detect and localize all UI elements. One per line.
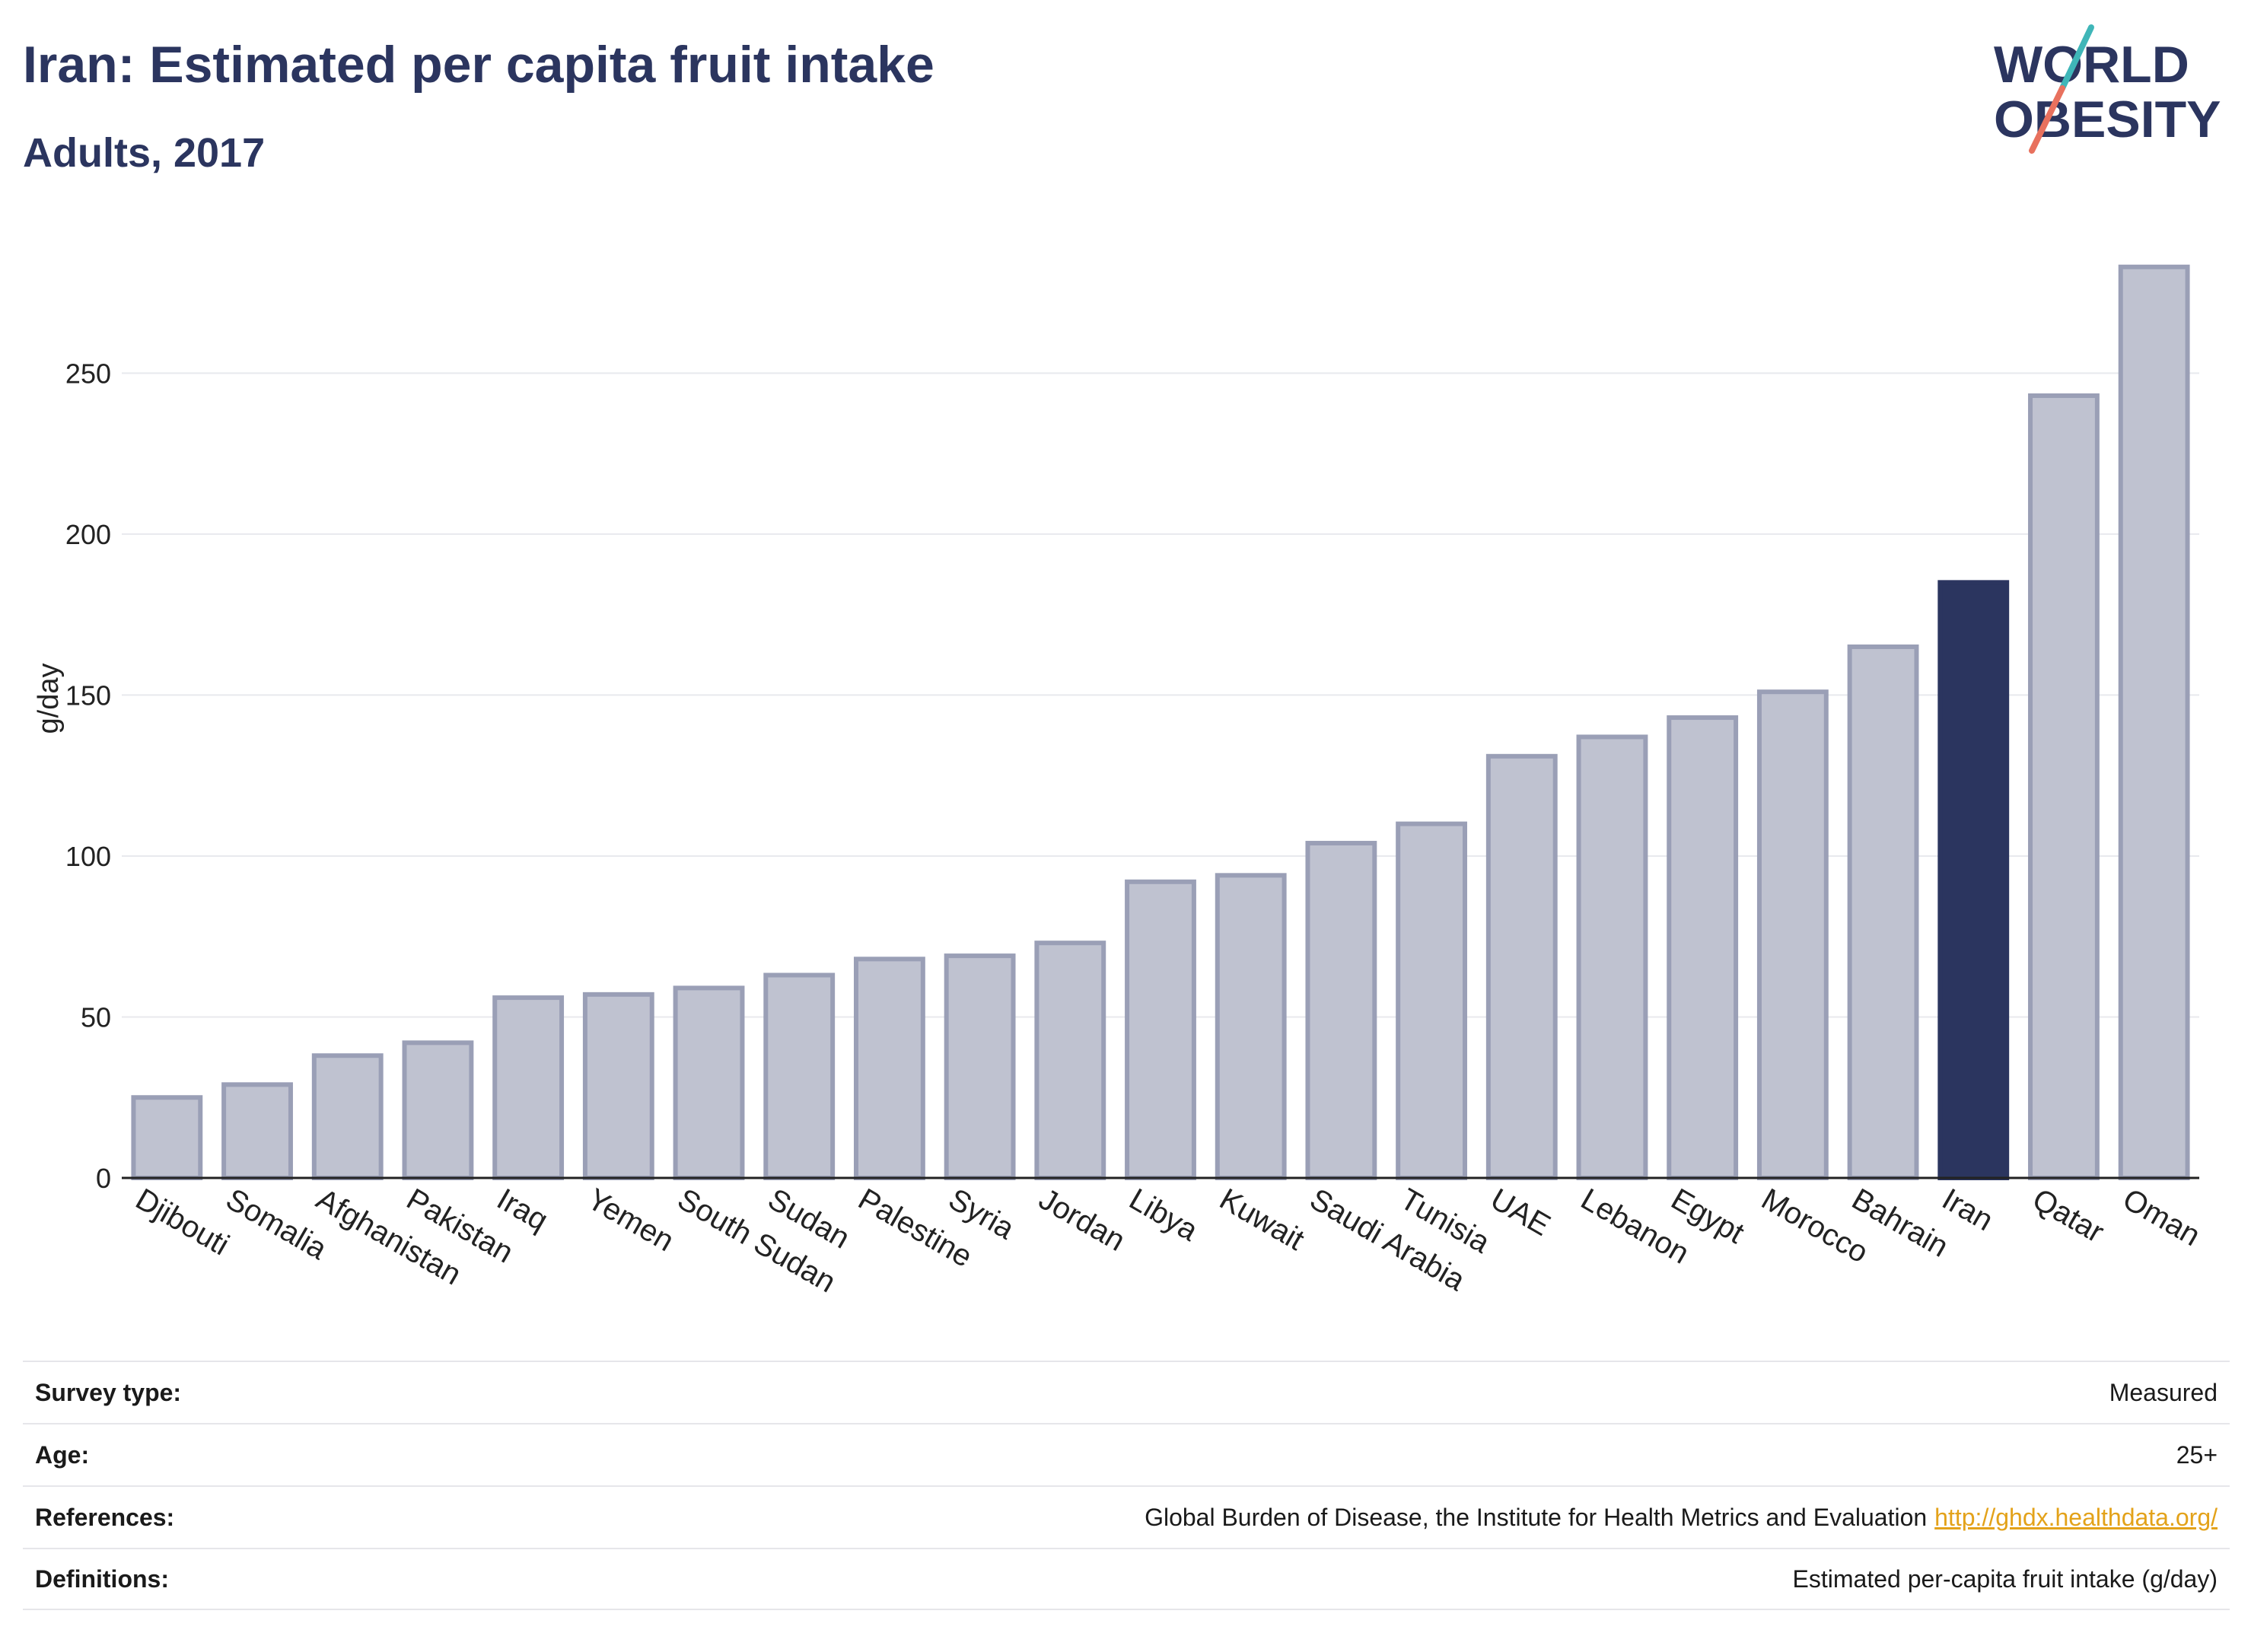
info-value: Measured <box>2109 1379 2218 1407</box>
bar-qatar <box>2030 396 2097 1178</box>
info-value-wrap: Global Burden of Disease, the Institute … <box>1145 1504 2218 1532</box>
info-key: Age: <box>35 1441 89 1469</box>
reference-link[interactable]: http://ghdx.healthdata.org/ <box>1934 1504 2218 1531</box>
info-row-references: References: Global Burden of Disease, th… <box>23 1485 2230 1548</box>
bar-egypt <box>1669 718 1736 1178</box>
info-key: Definitions: <box>35 1565 169 1593</box>
x-axis-categories: DjiboutiSomaliaAfghanistanPakistanIraqYe… <box>130 1183 2206 1300</box>
y-tick-label: 50 <box>81 1001 111 1033</box>
x-category-label: Somalia <box>221 1183 333 1267</box>
y-axis-label: g/day <box>33 664 65 734</box>
bar-djibouti <box>133 1097 200 1178</box>
x-category-label: Oman <box>2117 1183 2205 1253</box>
x-category-label: Jordan <box>1033 1183 1131 1258</box>
bar-sudan <box>766 975 833 1178</box>
bar-morocco <box>1759 692 1826 1178</box>
y-tick-label: 200 <box>65 519 111 550</box>
y-tick-label: 0 <box>96 1163 111 1194</box>
bar-jordan <box>1036 943 1103 1178</box>
bar-somalia <box>224 1084 291 1178</box>
bar-tunisia <box>1398 824 1465 1178</box>
x-category-label: Djibouti <box>130 1183 235 1262</box>
bar-pakistan <box>405 1042 472 1178</box>
info-value: Global Burden of Disease, the Institute … <box>1145 1504 1927 1531</box>
info-row-definitions: Definitions: Estimated per-capita fruit … <box>23 1548 2230 1610</box>
info-key: Survey type: <box>35 1379 181 1407</box>
bar-syria <box>947 956 1014 1178</box>
x-category-label: Yemen <box>581 1183 680 1259</box>
bar-bahrain <box>1850 647 1917 1178</box>
info-key: References: <box>35 1504 174 1532</box>
x-category-label: Iran <box>1937 1183 1999 1238</box>
y-axis-ticks: 0 50 100 150 200 250 <box>65 358 111 1194</box>
bar-oman <box>2121 267 2188 1178</box>
x-category-label: Kuwait <box>1214 1183 1310 1257</box>
bar-saudi-arabia <box>1307 843 1374 1178</box>
info-value: Estimated per-capita fruit intake (g/day… <box>1793 1565 2218 1593</box>
y-tick-label: 150 <box>65 680 111 711</box>
info-row-survey-type: Survey type: Measured <box>23 1361 2230 1423</box>
bar-iran <box>1940 582 2007 1178</box>
x-category-label: Qatar <box>2027 1183 2109 1249</box>
y-tick-label: 100 <box>65 841 111 872</box>
info-table: Survey type: Measured Age: 25+ Reference… <box>23 1361 2230 1610</box>
bars <box>122 267 2199 1178</box>
y-tick-label: 250 <box>65 358 111 389</box>
bar-afghanistan <box>314 1055 381 1178</box>
bar-south-sudan <box>676 988 743 1178</box>
bar-kuwait <box>1218 875 1285 1178</box>
x-category-label: Libya <box>1124 1183 1204 1248</box>
bar-lebanon <box>1579 737 1646 1178</box>
bar-iraq <box>495 998 562 1178</box>
info-value: 25+ <box>2176 1441 2218 1469</box>
x-category-label: UAE <box>1485 1183 1555 1243</box>
bar-libya <box>1127 882 1194 1178</box>
info-row-age: Age: 25+ <box>23 1423 2230 1485</box>
bar-uae <box>1488 756 1555 1178</box>
bar-chart: 0 50 100 150 200 250 DjiboutiSomaliaAfghanist… <box>0 0 2251 1339</box>
bar-palestine <box>856 959 923 1178</box>
x-category-label: Iraq <box>492 1183 554 1238</box>
bar-yemen <box>585 995 652 1178</box>
